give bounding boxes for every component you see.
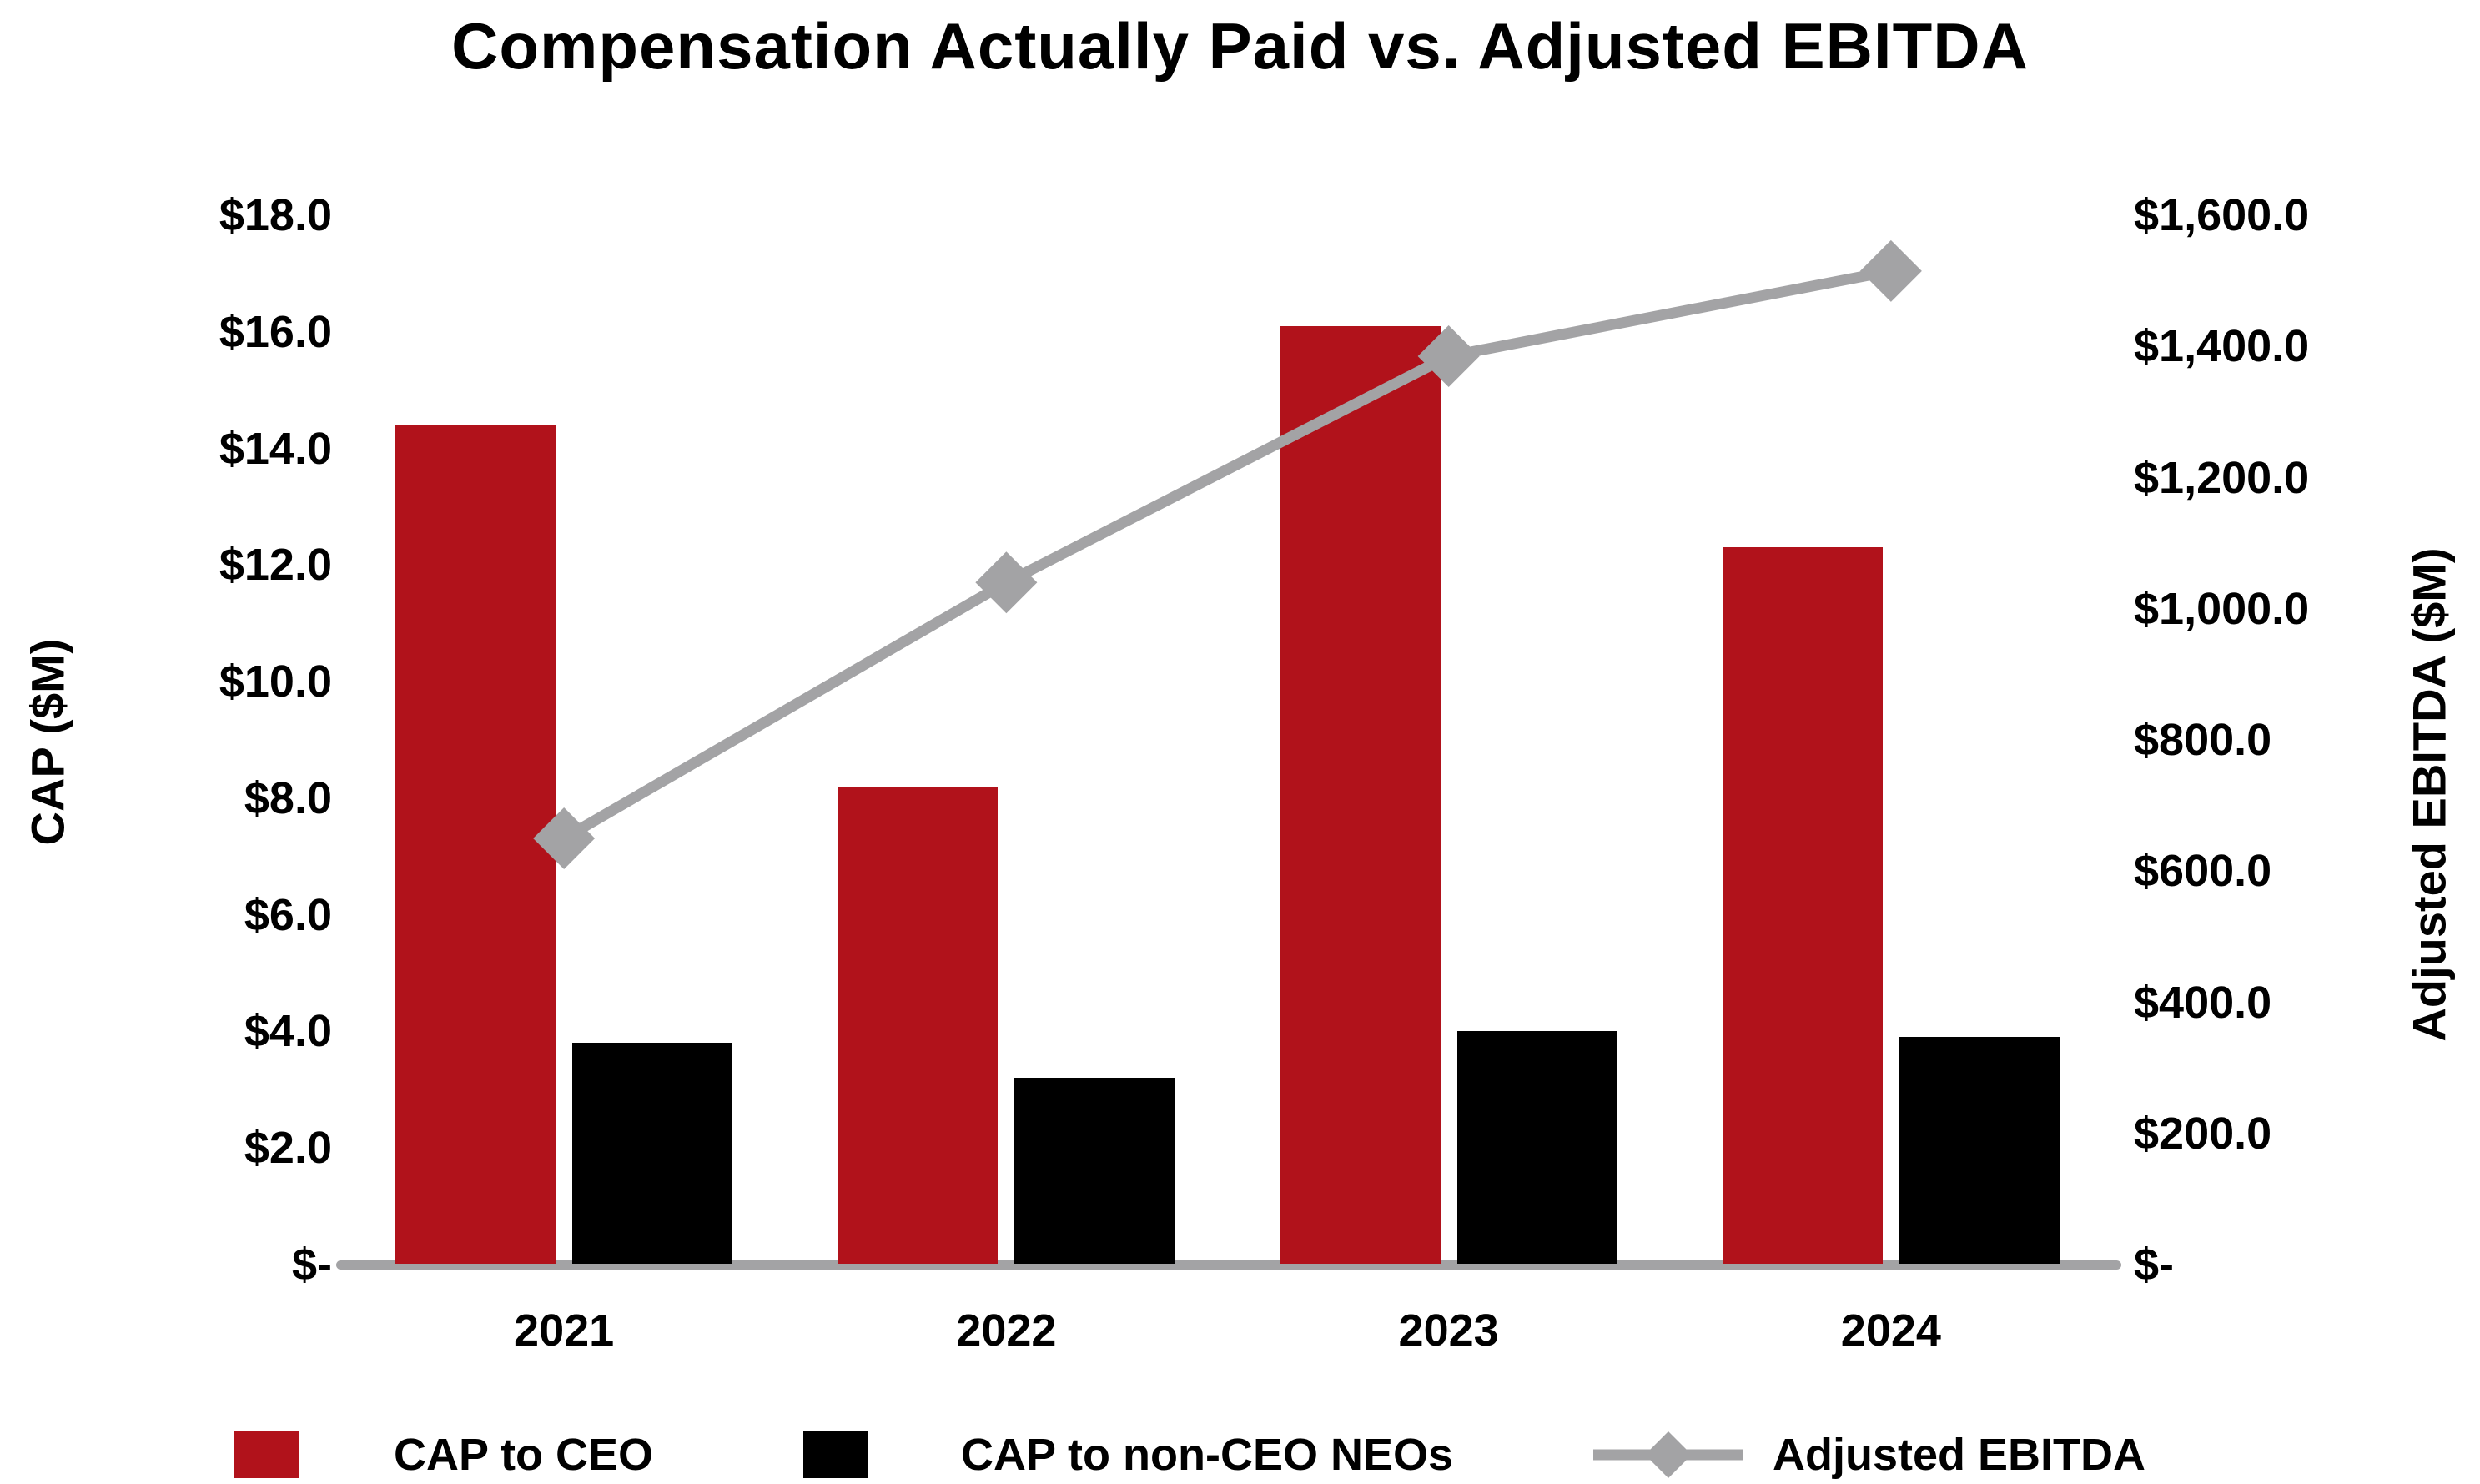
- adjusted-ebitda-marker-2021: [533, 807, 596, 869]
- bar-cap-to-ceo-2023: [1280, 325, 1441, 1264]
- left-axis-tick-8: $8.0: [244, 772, 332, 823]
- right-axis-tick-800: $800.0: [2134, 715, 2272, 765]
- left-axis-tick-10: $10.0: [219, 656, 332, 707]
- x-axis-label-2021: 2021: [514, 1305, 615, 1356]
- left-axis-tick-4: $4.0: [244, 1006, 332, 1057]
- left-axis-tick-12: $12.0: [219, 540, 332, 591]
- adjusted-ebitda-marker-2024: [1859, 239, 1922, 302]
- left-axis-tick-6: $6.0: [244, 889, 332, 940]
- right-axis-tick-1600: $1,600.0: [2134, 190, 2310, 240]
- right-axis-tick-1400: $1,400.0: [2134, 321, 2310, 372]
- legend-line-diamond-icon: [1593, 1431, 1743, 1478]
- chart-title: Compensation Actually Paid vs. Adjusted …: [451, 9, 2029, 83]
- right-axis-tick-0: $-: [2134, 1240, 2175, 1290]
- adjusted-ebitda-marker-2023: [1417, 325, 1480, 388]
- left-axis-tick-0: $-: [291, 1240, 332, 1290]
- bar-cap-to-non-ceo-neos-2023: [1456, 1031, 1617, 1264]
- left-axis-tick-2: $2.0: [244, 1123, 332, 1174]
- bar-cap-to-ceo-2022: [838, 786, 999, 1264]
- right-axis-tick-1200: $1,200.0: [2134, 452, 2310, 503]
- legend-swatch-cap-to-ceo: [234, 1431, 299, 1478]
- bar-cap-to-non-ceo-neos-2024: [1899, 1037, 2060, 1264]
- left-axis-tick-14: $14.0: [219, 423, 332, 474]
- bar-cap-to-non-ceo-neos-2021: [572, 1043, 733, 1264]
- x-axis-label-2023: 2023: [1398, 1305, 1499, 1356]
- bar-cap-to-ceo-2021: [395, 425, 556, 1264]
- legend-swatch-cap-to-non-ceo-neos: [803, 1431, 868, 1478]
- right-axis-tick-600: $600.0: [2134, 846, 2272, 897]
- left-axis-tick-16: $16.0: [219, 306, 332, 357]
- legend-label-cap-to-ceo: CAP to CEO: [394, 1430, 654, 1480]
- right-axis-tick-1000: $1,000.0: [2134, 583, 2310, 634]
- x-axis-label-2022: 2022: [956, 1305, 1057, 1356]
- legend-label-cap-to-non-ceo-neos: CAP to non-CEO NEOs: [961, 1430, 1454, 1480]
- left-axis-tick-18: $18.0: [219, 190, 332, 240]
- x-axis-label-2024: 2024: [1840, 1305, 1941, 1356]
- adjusted-ebitda-marker-2022: [975, 551, 1038, 614]
- bar-cap-to-ceo-2024: [1722, 547, 1883, 1264]
- x-axis-line: [336, 1260, 2121, 1270]
- legend-label-adjusted-ebitda: Adjusted EBITDA: [1773, 1430, 2146, 1480]
- adjusted-ebitda-line: [561, 265, 1893, 843]
- bar-cap-to-non-ceo-neos-2022: [1014, 1078, 1175, 1264]
- right-axis-tick-400: $400.0: [2134, 977, 2272, 1028]
- right-axis-tick-200: $200.0: [2134, 1108, 2272, 1159]
